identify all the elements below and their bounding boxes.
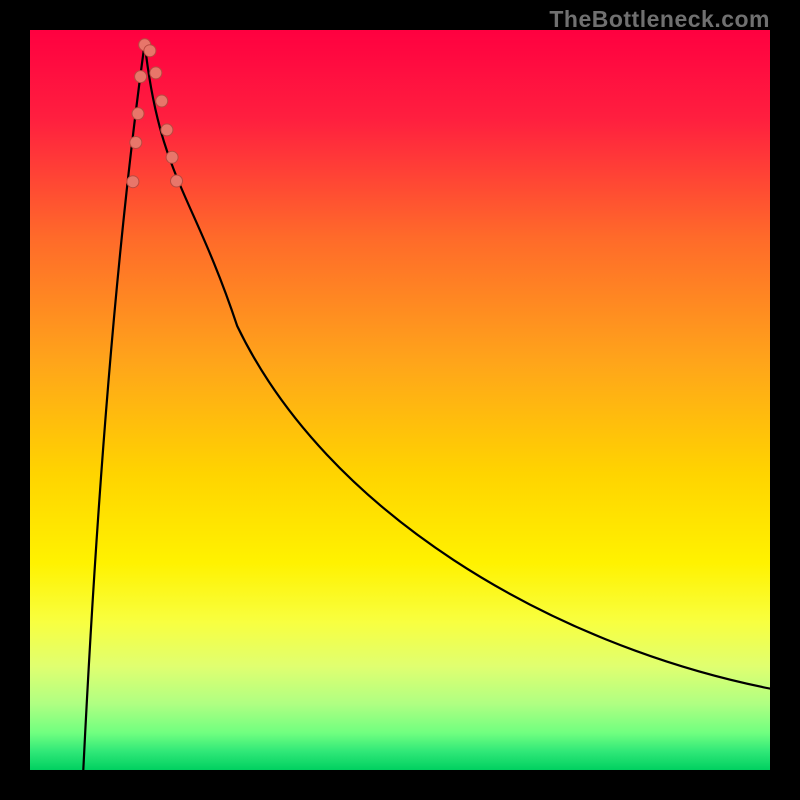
curve-marker — [156, 95, 168, 107]
curve-marker — [150, 67, 162, 79]
plot-frame — [30, 30, 770, 770]
watermark-text: TheBottleneck.com — [549, 6, 770, 33]
curve-marker — [171, 175, 183, 187]
curve-marker — [135, 71, 147, 83]
curve-marker — [161, 124, 173, 136]
bottleneck-plot — [30, 30, 770, 770]
curve-marker — [144, 45, 156, 57]
curve-marker — [132, 108, 144, 120]
curve-marker — [127, 176, 139, 188]
curve-marker — [130, 137, 142, 149]
curve-marker — [166, 151, 178, 163]
